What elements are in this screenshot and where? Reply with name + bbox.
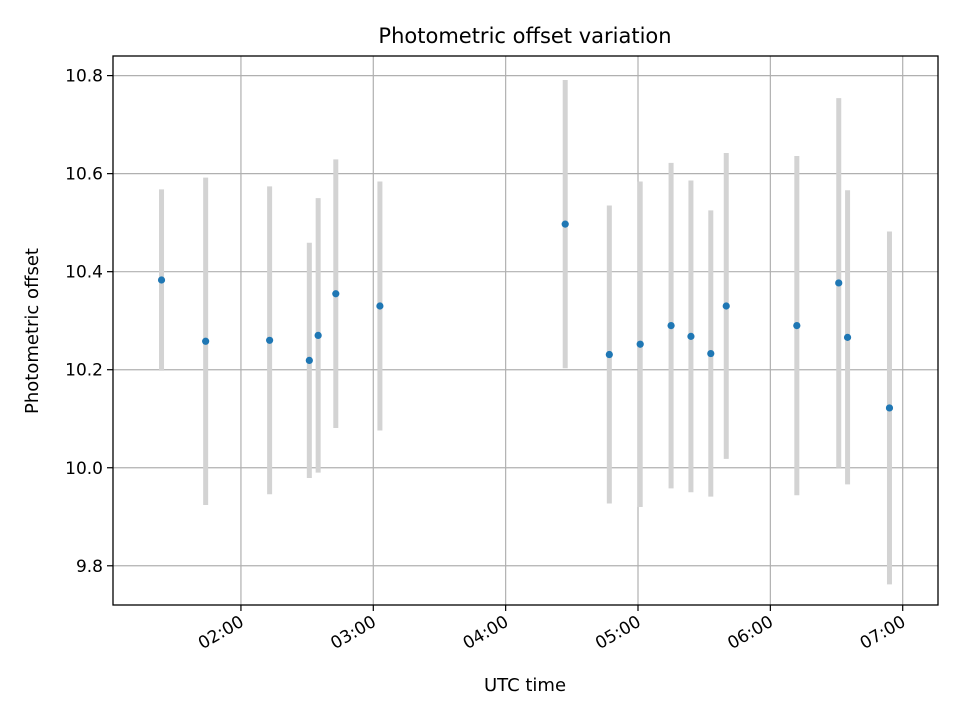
data-point [707,349,715,358]
data-point [835,279,843,287]
data-points [157,220,894,412]
chart-title: Photometric offset variation [378,24,671,48]
plot-frame [112,55,939,606]
y-tick-label: 10.0 [65,459,103,479]
data-point [376,302,384,310]
x-tick-label: 03:00 [327,612,379,654]
y-tick-label: 10.8 [65,67,103,87]
data-point [667,321,675,330]
data-point [636,340,644,348]
data-point [157,276,166,284]
data-point [202,337,210,345]
x-tick-label: 06:00 [724,612,776,654]
data-point [266,336,274,344]
gridlines [113,56,938,605]
x-tick-label: 04:00 [460,612,512,654]
y-tick-label: 10.2 [65,361,103,381]
data-point [561,220,569,228]
error-bars [159,80,892,585]
data-point [722,302,730,310]
x-tick-label: 05:00 [592,612,644,654]
x-axis-label: UTC time [484,675,566,696]
data-point [314,331,322,340]
data-point [885,404,894,412]
x-tick-label: 02:00 [195,612,247,654]
y-tick-label: 10.6 [65,165,103,185]
data-point [305,356,313,365]
y-axis-label: Photometric offset [22,248,43,414]
data-point [332,290,340,298]
y-axis-ticks: 9.8 10.0 10.2 10.4 10.6 10.8 [65,67,113,577]
data-point [605,350,613,359]
x-axis-ticks: 02:00 03:00 04:00 05:00 06:00 07:00 [195,605,909,654]
data-point [687,332,695,340]
data-point [843,333,852,341]
data-point [793,321,801,330]
x-tick-label: 07:00 [857,612,909,654]
y-tick-label: 9.8 [76,557,103,577]
y-tick-label: 10.4 [65,263,103,283]
